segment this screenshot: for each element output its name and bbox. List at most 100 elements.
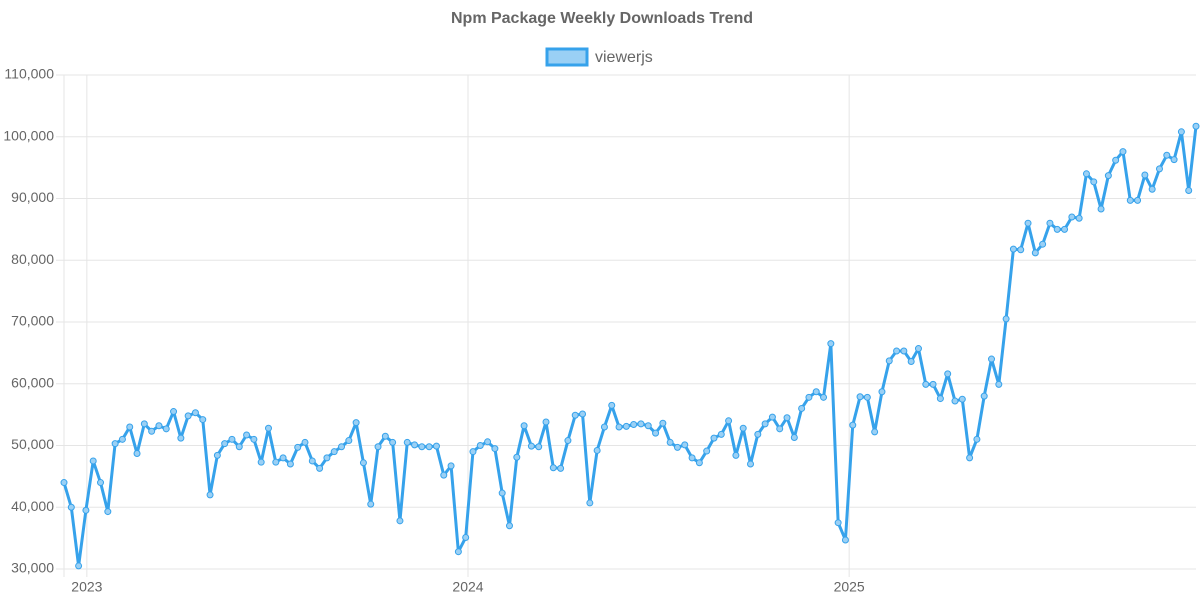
data-point [484,438,492,446]
data-point [652,429,660,437]
data-point [454,548,462,556]
data-point [885,357,893,365]
data-point [557,464,565,472]
data-point [914,345,922,353]
data-point [841,536,849,544]
data-point [1177,128,1185,136]
data-point [717,430,725,438]
data-point [279,454,287,462]
data-point [1119,148,1127,156]
data-point [666,438,674,446]
data-point [264,424,272,432]
data-point [323,454,331,462]
data-point [542,418,550,426]
data-point [367,500,375,508]
data-point [170,408,178,416]
data-point [505,522,513,530]
data-point [900,347,908,355]
data-point [944,370,952,378]
data-point [206,491,214,499]
data-point [469,448,477,456]
data-point [133,450,141,458]
data-point [1046,219,1054,227]
x-tick-label: 2024 [452,579,483,595]
data-point [863,393,871,401]
data-point [878,388,886,396]
data-point [659,419,667,427]
data-point [1104,172,1112,180]
data-point [294,443,302,451]
data-point [316,464,324,472]
legend-swatch [545,47,589,67]
data-point [432,442,440,450]
data-point [82,506,90,514]
y-tick-label: 50,000 [11,436,54,452]
data-point [118,435,126,443]
data-point [1082,170,1090,178]
y-tick-label: 60,000 [11,374,54,390]
data-point [359,459,367,467]
data-point [374,443,382,451]
data-point [688,454,696,462]
data-point [286,460,294,468]
data-point [622,422,630,430]
data-point [513,453,521,461]
data-point [148,427,156,435]
data-point [425,443,433,451]
data-point [140,420,148,428]
data-point [89,457,97,465]
data-point [1170,156,1178,164]
data-point [747,460,755,468]
data-point [199,416,207,424]
data-point [535,443,543,451]
data-point [272,458,280,466]
data-point [695,459,703,467]
data-point [798,404,806,412]
data-point [1097,205,1105,213]
data-point [951,397,959,405]
data-point [564,437,572,445]
data-point [739,424,747,432]
data-point [1039,240,1047,248]
data-point [988,355,996,363]
legend-label: viewerjs [595,49,653,66]
data-point [710,434,718,442]
data-point [462,534,470,542]
data-point [681,441,689,449]
y-tick-label: 90,000 [11,189,54,205]
data-point [498,489,506,497]
data-point [381,432,389,440]
data-line [62,126,1198,568]
data-point [221,440,229,448]
data-point [1185,186,1193,194]
data-point [1126,196,1134,204]
y-tick-label: 70,000 [11,313,54,329]
data-point [491,445,499,453]
data-point [1061,225,1069,233]
data-point [330,448,338,456]
data-point [630,421,638,429]
data-point [338,443,346,451]
data-point [725,417,733,425]
data-point [849,421,857,429]
data-point [761,420,769,428]
data-point [1053,225,1061,233]
data-point [155,422,163,430]
data-point [1017,246,1025,254]
y-tick-label: 80,000 [11,251,54,267]
data-point [1148,185,1156,193]
data-point [549,464,557,472]
data-point [213,451,221,459]
data-point [75,562,83,570]
data-point [1192,122,1200,130]
data-point [345,437,353,445]
data-point [250,435,258,443]
x-tick-label: 2025 [834,579,865,595]
data-point [600,423,608,431]
data-point [571,411,579,419]
data-point [301,438,309,446]
data-point [60,479,68,487]
data-point [1134,196,1142,204]
data-point [1163,151,1171,159]
